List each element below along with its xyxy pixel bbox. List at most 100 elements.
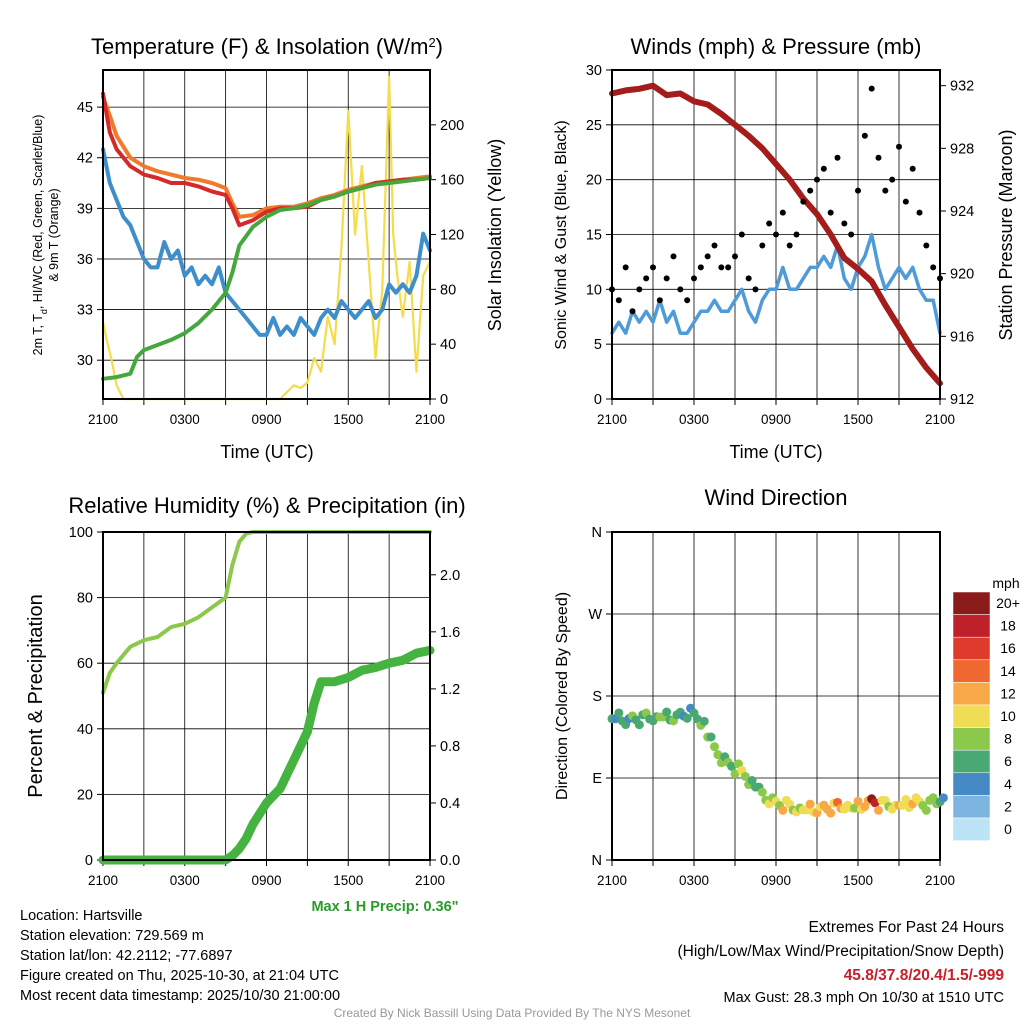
left-y-tick-label: 45	[77, 100, 93, 116]
left-y-tick-label: 42	[77, 151, 93, 167]
gust-point	[779, 209, 786, 216]
right-y-tick-label: 120	[440, 228, 464, 244]
colorbar-swatch	[952, 636, 991, 661]
left-y-tick-label: 20	[77, 787, 93, 803]
direction-point	[730, 769, 740, 779]
direction-point	[938, 793, 948, 803]
left-y-tick-label: 10	[586, 282, 602, 298]
y-axis-label: Sonic Wind & Gust (Blue, Black)	[553, 120, 570, 349]
gust-point	[636, 286, 643, 293]
x-tick-label: 2100	[597, 873, 627, 888]
right-y-axis-label: Station Pressure (Maroon)	[996, 129, 1016, 340]
direction-point	[901, 795, 911, 805]
colorbar-swatch	[952, 659, 991, 683]
gust-point	[923, 242, 930, 249]
x-tick-label: 0300	[170, 873, 200, 888]
right-y-tick-label: 912	[950, 392, 974, 408]
gust-point	[848, 231, 855, 238]
right-y-tick-label: 916	[950, 329, 974, 345]
panel-3: 2100 0300 0900 1500 2100 0 20 40 60 80 100 0.0 0.4 0.…	[25, 493, 466, 915]
series-pressure	[609, 82, 943, 387]
colorbar-swatch	[952, 591, 991, 615]
direction-point	[662, 707, 672, 717]
colorbar-label: 14	[1000, 663, 1016, 679]
series-precipitation	[98, 645, 435, 865]
elevation-text: Station elevation: 729.569 m	[20, 928, 204, 944]
gust-point	[855, 187, 861, 194]
series-wind-chill	[101, 147, 432, 337]
left-y-tick-label: 0	[594, 392, 602, 408]
gust-point	[643, 275, 650, 282]
colorbar-title: mph	[992, 575, 1019, 591]
right-y-tick-label: 40	[440, 337, 456, 353]
gust-point	[786, 242, 793, 249]
series-sonic-wind	[610, 232, 942, 335]
gust-point	[889, 176, 896, 183]
chart-title: Temperature (F) & Insolation (W/m2)	[91, 34, 443, 59]
direction-point	[850, 803, 860, 813]
gust-point	[882, 187, 889, 194]
left-y-tick-label: 60	[77, 656, 93, 672]
left-y-tick-label: W	[588, 607, 602, 623]
gust-point	[622, 264, 629, 271]
extremes-subtitle: (High/Low/Max Wind/Precipitation/Snow De…	[677, 943, 1005, 960]
x-tick-label: 2100	[925, 873, 955, 888]
gust-point	[820, 165, 827, 172]
x-tick-label: 0900	[761, 873, 791, 888]
gust-point	[725, 264, 732, 271]
right-y-tick-label: 80	[440, 282, 456, 298]
x-tick-label: 2100	[415, 873, 445, 888]
gust-point	[663, 275, 670, 282]
left-y-tick-label: N	[592, 525, 602, 541]
panel-2: 2100 0300 0900 1500 2100 0 5 10 15 20 25 30 912 916 92…	[553, 34, 1016, 462]
direction-point	[699, 716, 709, 726]
x-tick-label: 0900	[761, 412, 791, 427]
x-tick-label: 1500	[843, 412, 873, 427]
x-tick-label: 0300	[679, 873, 709, 888]
right-y-tick-label: 0.8	[440, 739, 460, 755]
colorbar-label: 16	[1000, 640, 1016, 656]
right-y-tick-label: 920	[950, 267, 974, 283]
y-axis-label: 2m T, Td, HI/WC (Red, Green, Scarlet/Blu…	[31, 115, 49, 356]
chart-title: Winds (mph) & Pressure (mb)	[631, 34, 922, 59]
left-y-tick-label: 39	[77, 201, 93, 217]
series-relative-humidity	[101, 530, 432, 695]
right-y-tick-label: 0.4	[440, 796, 460, 812]
gust-point	[684, 297, 691, 304]
chart-title: Wind Direction	[704, 485, 847, 510]
gust-point	[691, 275, 697, 282]
direction-point	[874, 805, 883, 815]
extremes-values: 45.8/37.8/20.4/1.5/-999	[843, 967, 1004, 984]
colorbar-label: 6	[1004, 753, 1012, 769]
extremes-title: Extremes For Past 24 Hours	[808, 919, 1004, 936]
direction-point	[740, 771, 750, 781]
direction-point	[826, 808, 836, 818]
gust-point	[861, 132, 868, 139]
x-axis-label: Time (UTC)	[729, 442, 822, 462]
right-y-axis-label: Solar Insolation (Yellow)	[485, 139, 505, 331]
direction-point	[710, 742, 719, 752]
gust-point	[670, 253, 677, 260]
left-y-tick-label: 15	[586, 228, 602, 244]
direction-point	[778, 805, 788, 815]
colorbar-label: 12	[1000, 685, 1016, 701]
max-precip-annotation: Max 1 H Precip: 0.36"	[311, 899, 458, 915]
colorbar-swatch	[952, 682, 991, 706]
left-y-tick-label: 40	[77, 722, 93, 738]
x-tick-label: 2100	[88, 873, 118, 888]
direction-point	[853, 796, 863, 806]
colorbar-swatch	[952, 772, 991, 796]
direction-point	[727, 761, 737, 771]
gust-point	[793, 231, 800, 238]
gust-point	[916, 209, 923, 216]
gust-point	[752, 286, 759, 293]
colorbar-label: 8	[1004, 731, 1012, 747]
right-y-tick-label: 924	[950, 204, 974, 220]
plot-border	[611, 531, 941, 861]
x-tick-label: 0900	[251, 873, 281, 888]
colorbar-swatch	[952, 817, 991, 841]
chart-title: Relative Humidity (%) & Precipitation (i…	[68, 493, 465, 518]
left-y-tick-label: 20	[586, 173, 602, 189]
left-y-tick-label: 36	[77, 252, 93, 268]
